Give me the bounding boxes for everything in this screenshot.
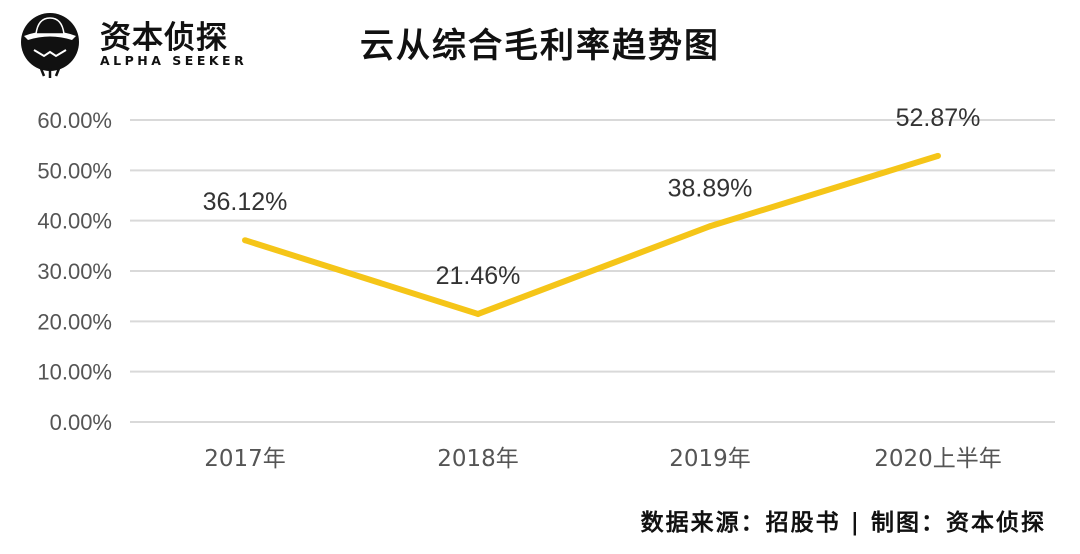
x-tick-label: 2020上半年 xyxy=(874,446,1002,472)
data-point xyxy=(935,152,941,159)
brand-tagline: ALPHA SEEKER xyxy=(100,53,248,68)
y-tick-label: 50.00% xyxy=(37,158,112,183)
source-note: 数据来源：招股书 | 制图：资本侦探 xyxy=(640,509,1046,536)
brand-logo: 资本侦探 ALPHA SEEKER xyxy=(14,6,254,78)
chart-title: 云从综合毛利率趋势图 xyxy=(360,26,720,66)
y-tick-label: 40.00% xyxy=(37,209,112,234)
x-tick-label: 2018年 xyxy=(437,446,519,472)
y-tick-label: 60.00% xyxy=(37,108,112,133)
data-point xyxy=(475,310,481,317)
y-tick-label: 20.00% xyxy=(37,309,112,334)
data-label: 21.46% xyxy=(436,262,521,290)
data-label: 52.87% xyxy=(896,104,981,132)
series-line xyxy=(244,153,939,318)
data-label: 36.12% xyxy=(203,188,288,216)
y-tick-label: 30.00% xyxy=(37,259,112,284)
data-label: 38.89% xyxy=(668,174,753,202)
y-tick-label: 10.00% xyxy=(37,360,112,385)
y-tick-label: 0.00% xyxy=(50,410,112,435)
data-point xyxy=(707,223,713,230)
detective-hat-icon xyxy=(21,13,79,78)
brand-name: 资本侦探 xyxy=(100,20,228,56)
x-tick-label: 2019年 xyxy=(669,446,751,472)
x-tick-label: 2017年 xyxy=(204,446,286,472)
data-point xyxy=(242,237,248,244)
